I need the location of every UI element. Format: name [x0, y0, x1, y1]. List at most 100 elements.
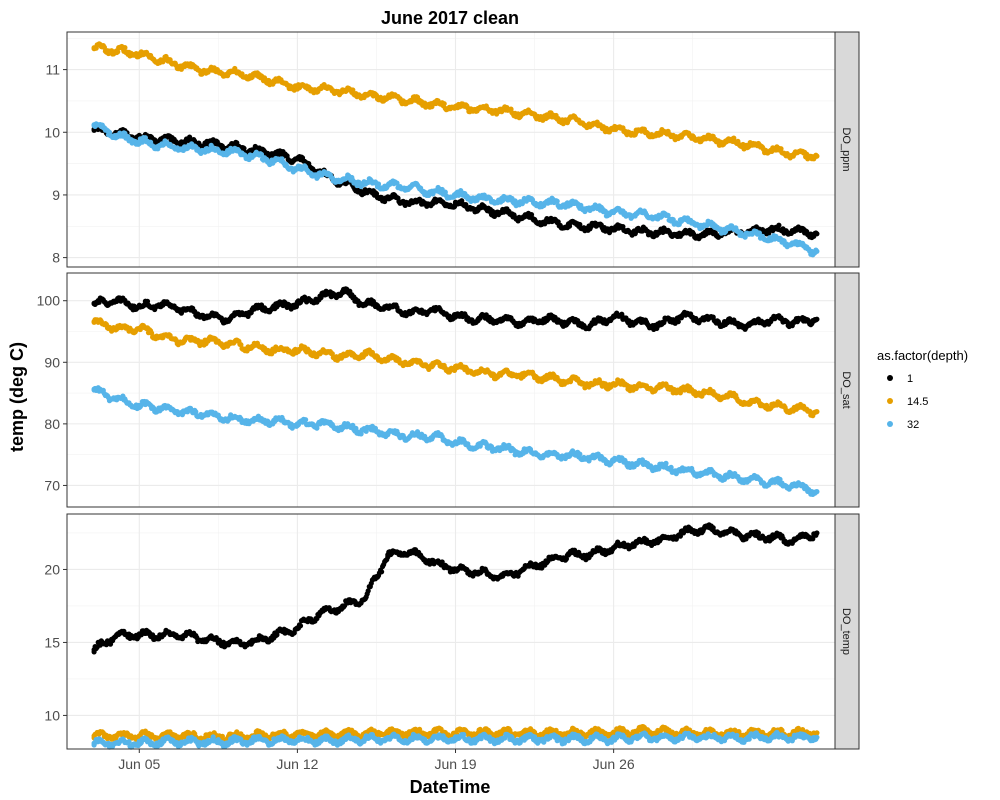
data-point: [430, 363, 435, 368]
data-point: [679, 314, 684, 319]
data-point: [747, 400, 752, 405]
data-point: [521, 372, 526, 377]
data-point: [92, 122, 97, 127]
data-point: [204, 68, 209, 73]
data-point: [453, 314, 458, 319]
data-point: [476, 369, 481, 374]
data-point: [317, 172, 322, 177]
data-point: [295, 301, 300, 306]
data-point: [634, 320, 639, 325]
data-point: [701, 317, 706, 322]
data-point: [303, 417, 308, 422]
data-point: [634, 130, 639, 135]
data-point: [611, 127, 616, 132]
data-point: [363, 351, 368, 356]
facet-strip-label: DO_ppm: [840, 127, 852, 171]
data-point: [385, 95, 390, 100]
data-point: [430, 200, 435, 205]
data-point: [204, 412, 209, 417]
data-point: [204, 338, 209, 343]
data-point: [769, 227, 774, 232]
data-point: [769, 236, 774, 241]
data-point: [250, 418, 255, 423]
data-point: [747, 142, 752, 147]
data-point: [679, 219, 684, 224]
data-point: [543, 452, 548, 457]
data-point: [385, 357, 390, 362]
y-tick-label: 100: [37, 293, 61, 309]
data-point: [543, 375, 548, 380]
data-point: [498, 197, 503, 202]
data-point: [114, 133, 119, 138]
data-point: [159, 406, 164, 411]
data-point: [204, 147, 209, 152]
data-point: [701, 222, 706, 227]
data-point: [724, 320, 729, 325]
data-point: [814, 409, 819, 414]
data-point: [521, 320, 526, 325]
data-point: [543, 219, 548, 224]
data-point: [724, 394, 729, 399]
data-point: [159, 335, 164, 340]
data-point: [92, 387, 97, 392]
data-point: [724, 227, 729, 232]
data-point: [114, 48, 119, 53]
data-point: [408, 310, 413, 315]
data-point: [792, 152, 797, 157]
data-point: [114, 326, 119, 331]
data-point: [227, 341, 232, 346]
data-point: [250, 307, 255, 312]
data-point: [634, 211, 639, 216]
data-point: [295, 85, 300, 90]
data-point: [521, 214, 526, 219]
data-point: [92, 320, 97, 325]
data-point: [577, 452, 582, 457]
data-point: [555, 199, 560, 204]
data-point: [137, 403, 142, 408]
data-point: [814, 249, 819, 254]
data-point: [814, 154, 819, 159]
data-point: [379, 569, 384, 574]
data-point: [543, 200, 548, 205]
data-point: [566, 320, 571, 325]
data-point: [442, 101, 447, 106]
data-point: [295, 156, 300, 161]
data-point: [453, 366, 458, 371]
data-point: [498, 108, 503, 113]
data-point: [385, 196, 390, 201]
data-point: [408, 434, 413, 439]
data-point: [250, 344, 255, 349]
data-point: [137, 139, 142, 144]
data-point: [137, 304, 142, 309]
data-point: [476, 317, 481, 322]
data-point: [663, 461, 668, 466]
data-point: [317, 351, 322, 356]
data-point: [182, 139, 187, 144]
data-point: [272, 418, 277, 423]
data-point: [498, 372, 503, 377]
data-point: [634, 229, 639, 234]
y-axis-title: temp (deg C): [7, 342, 27, 452]
y-tick-label: 9: [52, 187, 60, 203]
data-point: [295, 421, 300, 426]
data-point: [182, 145, 187, 150]
data-point: [792, 241, 797, 246]
panel-do-sat: 708090100DO_sat: [37, 273, 859, 507]
data-point: [611, 210, 616, 215]
data-point: [317, 86, 322, 91]
data-point: [363, 92, 368, 97]
data-point: [227, 149, 232, 154]
data-point: [543, 114, 548, 119]
data-point: [747, 323, 752, 328]
data-point: [611, 458, 616, 463]
data-point: [476, 106, 481, 111]
data-point: [543, 317, 548, 322]
data-point: [634, 461, 639, 466]
data-point: [137, 326, 142, 331]
data-point: [611, 381, 616, 386]
data-point: [363, 427, 368, 432]
data-point: [137, 51, 142, 56]
data-point: [814, 317, 819, 322]
